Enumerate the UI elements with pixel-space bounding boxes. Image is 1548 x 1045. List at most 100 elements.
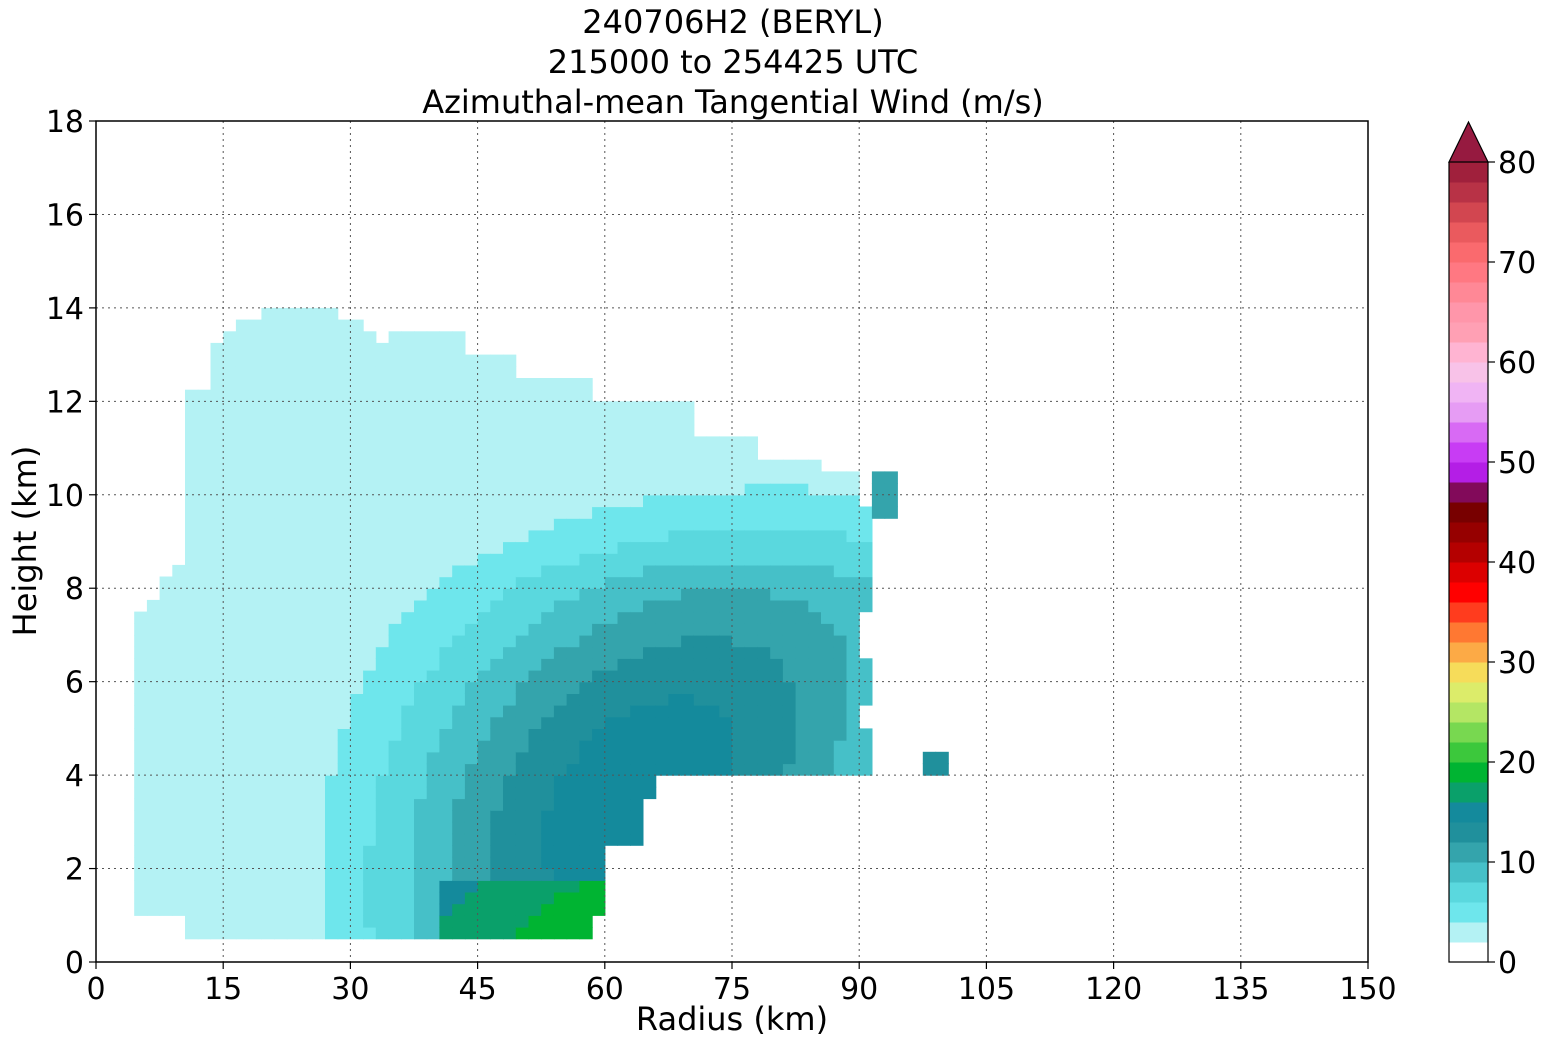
- contour-cell: [490, 553, 504, 566]
- contour-cell: [223, 588, 237, 601]
- contour-cell: [426, 927, 440, 940]
- colorbar-segment: [1449, 602, 1488, 623]
- contour-cell: [223, 342, 237, 356]
- contour-cell: [693, 564, 708, 578]
- contour-cell: [426, 821, 440, 835]
- contour-cell: [503, 401, 517, 414]
- contour-cell: [210, 564, 224, 578]
- contour-cell: [528, 529, 542, 543]
- contour-cell: [401, 553, 415, 566]
- contour-cell: [248, 915, 262, 928]
- contour-cell: [210, 611, 224, 624]
- contour-cell: [248, 763, 262, 776]
- contour-cell: [388, 576, 402, 589]
- contour-cell: [553, 564, 568, 578]
- contour-cell: [286, 670, 301, 683]
- contour-cell: [503, 693, 517, 706]
- contour-cell: [146, 845, 161, 858]
- contour-cell: [299, 821, 313, 835]
- contour-cell: [312, 588, 326, 601]
- contour-cell: [452, 436, 466, 449]
- contour-cell: [477, 623, 491, 636]
- contour-cell: [846, 494, 860, 508]
- contour-cell: [375, 576, 390, 589]
- contour-cell: [464, 646, 479, 659]
- contour-cell: [503, 483, 517, 496]
- contour-cell: [426, 354, 440, 367]
- contour-cell: [464, 529, 479, 543]
- contour-cell: [604, 529, 619, 543]
- contour-cell: [732, 518, 746, 531]
- contour-cell: [515, 436, 530, 449]
- contour-cell: [261, 401, 275, 414]
- contour-cell: [808, 681, 822, 694]
- contour-cell: [630, 413, 644, 426]
- contour-cell: [235, 810, 250, 823]
- contour-cell: [312, 856, 326, 870]
- contour-cell: [172, 658, 186, 671]
- contour-cell: [757, 518, 771, 531]
- contour-cell: [566, 401, 580, 414]
- contour-cell: [566, 763, 580, 776]
- contour-cell: [579, 646, 593, 659]
- contour-cell: [566, 471, 580, 484]
- contour-cell: [757, 763, 771, 776]
- contour-cell: [464, 751, 479, 765]
- contour-cell: [223, 705, 237, 718]
- contour-cell: [350, 448, 364, 461]
- contour-cell: [541, 763, 555, 776]
- contour-cell: [693, 611, 708, 624]
- contour-cell: [452, 576, 466, 589]
- contour-cell: [414, 891, 428, 905]
- contour-cell: [782, 576, 797, 589]
- contour-cell: [185, 670, 199, 683]
- contour-cell: [770, 518, 784, 531]
- contour-cell: [337, 518, 351, 531]
- contour-cell: [337, 436, 351, 449]
- contour-cell: [808, 483, 822, 496]
- contour-cell: [477, 483, 491, 496]
- contour-cell: [655, 693, 669, 706]
- contour-cell: [223, 763, 237, 776]
- contour-cell: [528, 868, 542, 881]
- contour-cell: [197, 856, 212, 870]
- contour-cell: [643, 436, 657, 449]
- contour-cell: [375, 634, 390, 648]
- contour-cell: [732, 436, 746, 449]
- contour-cell: [553, 599, 568, 613]
- contour-cell: [414, 658, 428, 671]
- contour-cell: [744, 483, 758, 496]
- contour-cell: [337, 319, 351, 332]
- contour-cell: [274, 553, 288, 566]
- contour-cell: [566, 541, 580, 554]
- contour-cell: [643, 611, 657, 624]
- contour-cell: [795, 646, 809, 659]
- contour-cell: [477, 880, 491, 893]
- contour-cell: [477, 506, 491, 519]
- contour-cell: [197, 658, 212, 671]
- contour-cell: [286, 868, 301, 881]
- contour-cell: [235, 413, 250, 426]
- contour-cell: [185, 389, 199, 402]
- contour-cell: [846, 646, 860, 659]
- contour-cell: [770, 681, 784, 694]
- contour-cell: [808, 564, 822, 578]
- contour-cell: [477, 494, 491, 508]
- contour-cell: [197, 553, 212, 566]
- colorbar-segment: [1449, 322, 1488, 343]
- contour-cell: [732, 634, 746, 648]
- contour-cell: [401, 331, 415, 344]
- contour-cell: [350, 740, 364, 753]
- contour-cell: [579, 786, 593, 800]
- contour-cell: [833, 494, 848, 508]
- contour-cell: [325, 471, 339, 484]
- contour-cell: [452, 810, 466, 823]
- contour-cell: [261, 786, 275, 800]
- contour-cell: [503, 810, 517, 823]
- contour-cell: [350, 623, 364, 636]
- contour-cell: [706, 529, 720, 543]
- contour-cell: [541, 611, 555, 624]
- contour-cell: [210, 634, 224, 648]
- contour-cell: [325, 506, 339, 519]
- contour-cell: [706, 553, 720, 566]
